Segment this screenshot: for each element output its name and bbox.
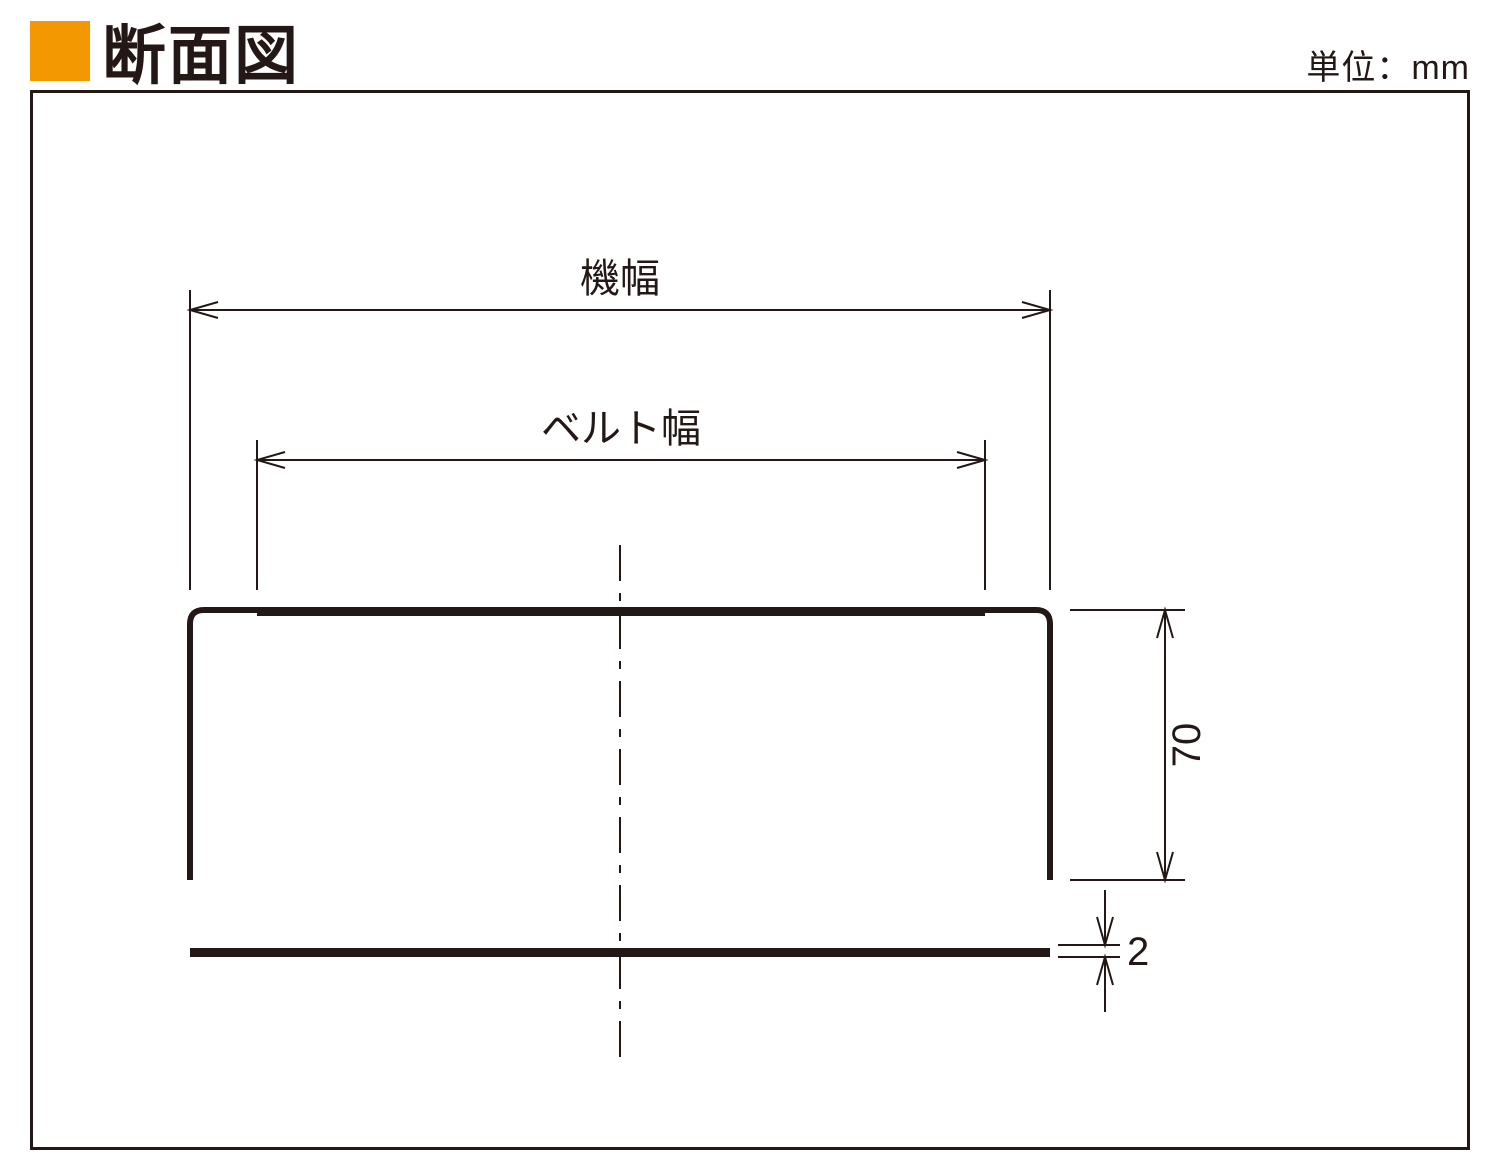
header: 断面図 [30,5,300,97]
height-70-label: 70 [1165,723,1209,768]
cross-section-diagram: 機幅 ベルト幅 70 [30,90,1470,1150]
belt-width-label: ベルト幅 [541,407,701,451]
belt-lower [190,948,1050,957]
page-title: 断面図 [102,5,300,97]
frame-border [32,92,1469,1149]
title-square-icon [30,21,90,81]
machine-width-label: 機幅 [580,257,660,301]
diagram-frame: 機幅 ベルト幅 70 [30,90,1470,1150]
thickness-2-label: 2 [1127,930,1149,974]
unit-label: 単位：mm [1306,40,1470,89]
